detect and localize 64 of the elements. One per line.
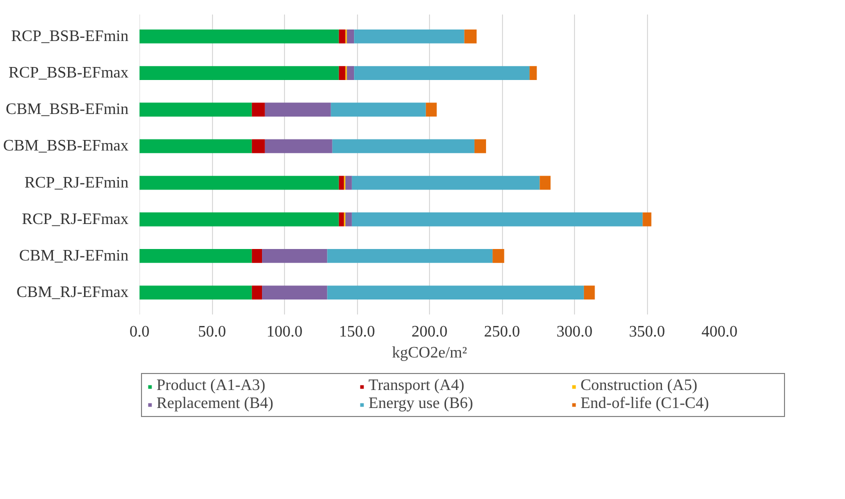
bar: [474, 139, 486, 154]
y-tick-label: CBM_BSB-EFmin: [6, 101, 128, 118]
bar: [140, 66, 339, 80]
bar: [264, 139, 332, 154]
bar: [492, 249, 504, 263]
x-tick-label: 350.0: [629, 324, 665, 340]
bar: [140, 286, 252, 300]
bar: [354, 30, 464, 44]
bar: [584, 286, 595, 300]
y-tick-label: RCP_RJ-EFmax: [22, 210, 128, 228]
y-tick-label: RCP_BSB-EFmin: [11, 28, 128, 45]
bar: [346, 66, 354, 80]
bar: [140, 249, 252, 263]
bar: [352, 212, 643, 226]
bar: [338, 30, 346, 44]
legend-label: Product (A1-A3): [156, 377, 266, 395]
bar: [252, 249, 262, 263]
y-tick-label: CBM_RJ-EFmax: [16, 284, 128, 302]
bar: [264, 102, 331, 117]
bar: [338, 66, 346, 80]
bar: [352, 176, 540, 190]
x-tick-label: 0.0: [130, 324, 150, 340]
legend-label: Replacement (B4): [156, 395, 274, 413]
bar: [540, 176, 551, 190]
x-tick-label: 150.0: [339, 324, 375, 340]
bar: [140, 30, 339, 44]
bar: [426, 102, 437, 117]
bar: [464, 30, 477, 44]
bar: [252, 286, 262, 300]
bar: [140, 176, 339, 190]
legend-label: End-of-life (C1-C4): [580, 395, 710, 413]
bar: [252, 139, 265, 154]
bar: [327, 249, 493, 263]
y-tick-label: CBM_BSB-EFmax: [3, 138, 128, 155]
bar: [346, 30, 354, 44]
bar: [345, 212, 352, 226]
bar: [140, 139, 252, 154]
x-tick-label: 200.0: [412, 324, 448, 340]
bar: [252, 102, 265, 117]
bar: [140, 102, 252, 117]
bar: [262, 249, 328, 263]
x-tick-label: 300.0: [556, 324, 592, 340]
bar: [330, 102, 426, 117]
y-tick-label: RCP_BSB-EFmax: [8, 64, 128, 82]
bar: [354, 66, 530, 80]
bar: [530, 66, 537, 80]
x-tick-label: 50.0: [198, 324, 226, 340]
y-tick-label: RCP_RJ-EFmin: [24, 174, 128, 192]
bar: [642, 212, 652, 226]
legend-label: Energy use (B6): [368, 395, 474, 413]
x-tick-label: 400.0: [702, 324, 738, 340]
bar: [338, 176, 344, 190]
x-tick-label: 100.0: [266, 324, 302, 340]
bar: [338, 212, 344, 226]
bar: [345, 176, 352, 190]
x-tick-label: 250.0: [484, 324, 520, 340]
bar: [332, 139, 474, 154]
bar: [327, 286, 584, 300]
legend-label: Transport (A4): [368, 377, 466, 395]
bar: [140, 212, 339, 226]
bar: [262, 286, 328, 300]
x-axis-title: kgCO2e/m²: [392, 344, 468, 362]
legend-label: Construction (A5): [580, 377, 698, 395]
y-tick-label: CBM_RJ-EFmin: [19, 247, 128, 264]
